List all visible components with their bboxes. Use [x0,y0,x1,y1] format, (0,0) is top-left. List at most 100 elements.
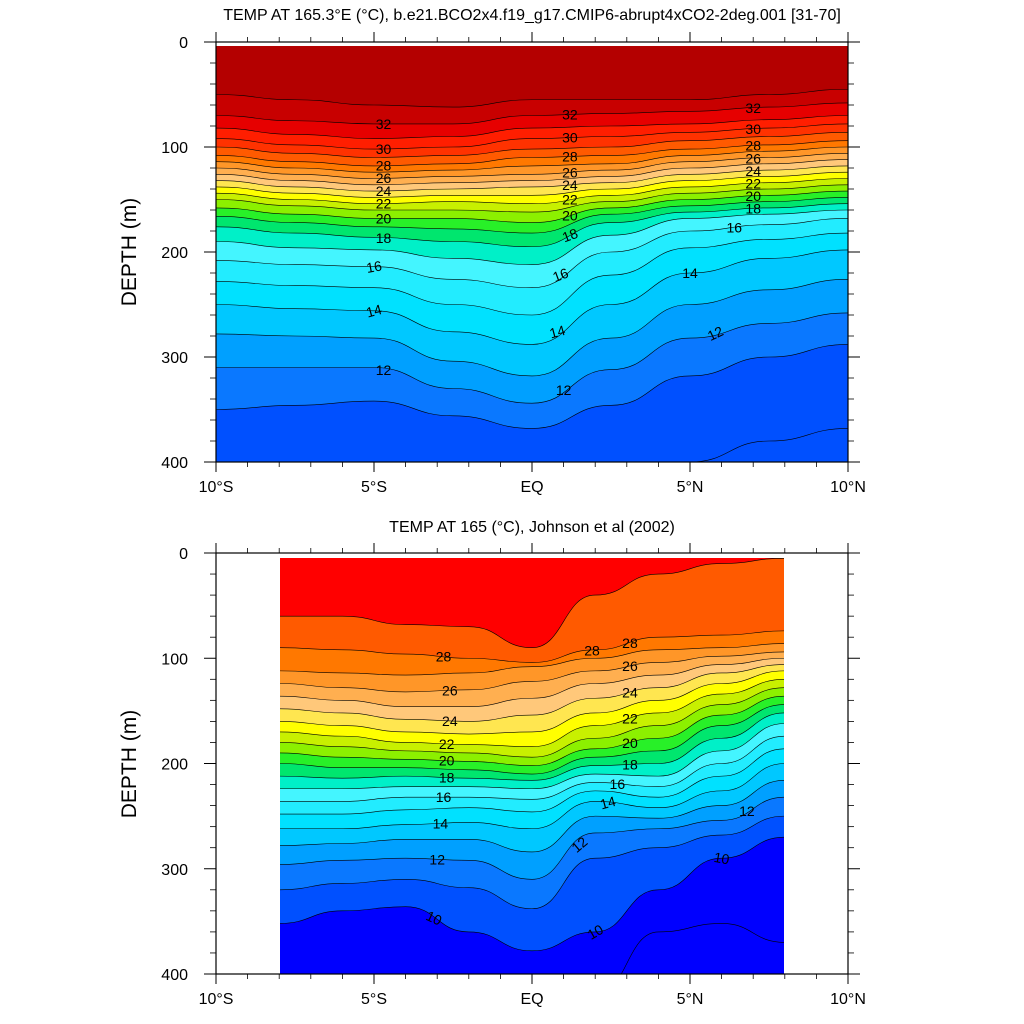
top-x-tick-label: EQ [520,479,543,496]
bot-contour-label-text: 22 [439,736,455,752]
bot-contour-line-13 [280,780,784,853]
top-contour-label-text: 26 [562,164,578,180]
top-contour-line-31 [216,115,848,139]
bot-contour-line-24 [280,664,784,722]
top-contour-label-text: 16 [365,257,383,275]
top-contour-label-text: 28 [745,138,761,154]
top-contour-label: 24 [376,183,392,199]
bot-contour-label: 20 [439,753,455,769]
bot-contour-line-9 [620,923,784,974]
top-contour-line-10 [684,428,848,462]
top-y-axis-label: DEPTH (m) [118,198,141,307]
top-contour-label-text: 20 [562,208,578,224]
top-chart-title: TEMP AT 165.3°E (°C), b.e21.BCO2x4.f19_g… [223,7,841,24]
top-contour-lines [216,88,848,462]
top-contour-line-19 [216,197,848,234]
bot-contour-label: 22 [439,736,455,752]
top-contour-label: 30 [745,121,761,137]
top-contour-label-text: 26 [745,150,761,166]
bot-contour-label: 24 [442,713,458,729]
top-contour-line-30 [216,123,848,150]
top-y-tick-label: 300 [161,350,188,367]
top-contour-label: 12 [556,382,572,398]
top-contour-label: 12 [705,323,726,344]
top-contour-label: 30 [376,141,392,157]
top-contour-label: 30 [562,130,578,146]
top-contour-label: 18 [376,230,392,246]
bot-contour-label: 24 [622,684,638,700]
top-contour-line-24 [216,165,848,192]
bot-x-tick-label: 5°N [677,991,704,1008]
bot-contour-label-text: 10 [713,849,731,867]
bot-contour-line-16 [280,735,784,802]
top-contour-label: 22 [745,176,761,192]
top-y-tick-label: 400 [161,455,188,472]
bot-y-tick-label: 400 [161,967,188,984]
bot-y-tick-label: 300 [161,862,188,879]
bot-fill-band-9 [621,923,784,974]
bot-x-tick-label: 10°N [830,991,866,1008]
bottom-contour-fills [280,558,784,974]
top-contour-label-text: 12 [705,323,726,344]
top-contour-label-text: 28 [376,158,392,174]
bot-contour-line-17 [280,723,784,790]
top-contour-label-text: 30 [745,121,761,137]
top-contour-label-text: 22 [376,195,392,211]
top-contour-line-27 [216,146,848,173]
bot-contour-label: 26 [442,682,458,698]
bot-contour-line-20 [280,695,784,766]
bottom-panel: TEMP AT 165 (°C), Johnson et al (2002) 2… [118,519,866,1008]
bot-contour-label-text: 22 [622,711,638,727]
top-contour-line-12 [216,312,848,404]
bot-contour-label-text: 14 [433,815,449,831]
top-contour-label: 18 [560,225,580,245]
bot-contour-label-text: 26 [442,682,458,698]
top-contour-label-text: 14 [682,265,698,281]
top-contour-label: 14 [682,265,698,281]
bot-contour-label: 10 [584,921,606,943]
bot-contour-label: 10 [424,907,445,928]
top-contour-label: 16 [550,265,570,285]
bot-contour-label-text: 16 [436,789,452,805]
top-contour-label: 20 [562,208,578,224]
top-axis-ticks: 10°S 5°S EQ 5°N 10°N 0 100 200 300 400 [161,32,866,496]
bot-contour-label: 28 [622,635,638,651]
top-contour-line-32 [216,102,848,125]
top-contour-label-text: 32 [562,106,578,122]
top-contour-label-text: 14 [364,301,383,321]
bot-contour-label-text: 24 [442,713,458,729]
top-contour-label: 26 [376,170,392,186]
top-contour-label-text: 24 [745,163,761,179]
top-y-tick-label: 100 [161,140,188,157]
bot-contour-label-text: 26 [622,658,638,674]
top-contour-label-text: 28 [562,148,578,164]
top-contour-label-text: 12 [556,382,572,398]
bot-contour-line-23 [280,670,784,735]
top-contour-label-text: 32 [745,100,761,116]
bot-contour-line-22 [280,679,784,747]
bot-contour-label-text: 28 [622,635,638,651]
bot-contour-line-19 [280,704,784,775]
top-contour-line-23 [216,171,848,198]
bot-contour-label: 14 [433,815,449,831]
top-y-tick-label: 0 [179,35,188,52]
top-contour-line-18 [216,203,848,248]
top-contour-label: 32 [562,106,578,122]
top-contour-label-text: 20 [376,210,392,226]
top-fill-band-10 [690,428,848,462]
top-panel: TEMP AT 165.3°E (°C), b.e21.BCO2x4.f19_g… [118,7,866,496]
bot-contour-label-text: 14 [598,793,617,813]
bot-contour-label-text: 16 [610,776,626,792]
top-x-tick-label: 5°N [677,479,704,496]
bot-contour-label: 28 [436,649,452,665]
top-contour-label: 16 [726,219,742,235]
bot-contour-label: 18 [439,769,455,785]
top-contour-label: 32 [745,100,761,116]
top-fill-band-11 [216,344,848,462]
top-contour-field [216,46,848,462]
top-contour-line-28 [216,140,848,167]
bot-y-tick-label: 200 [161,757,188,774]
bot-contour-line-12 [280,796,784,880]
top-x-tick-label: 10°N [830,479,866,496]
bot-contour-label-text: 10 [424,907,445,928]
